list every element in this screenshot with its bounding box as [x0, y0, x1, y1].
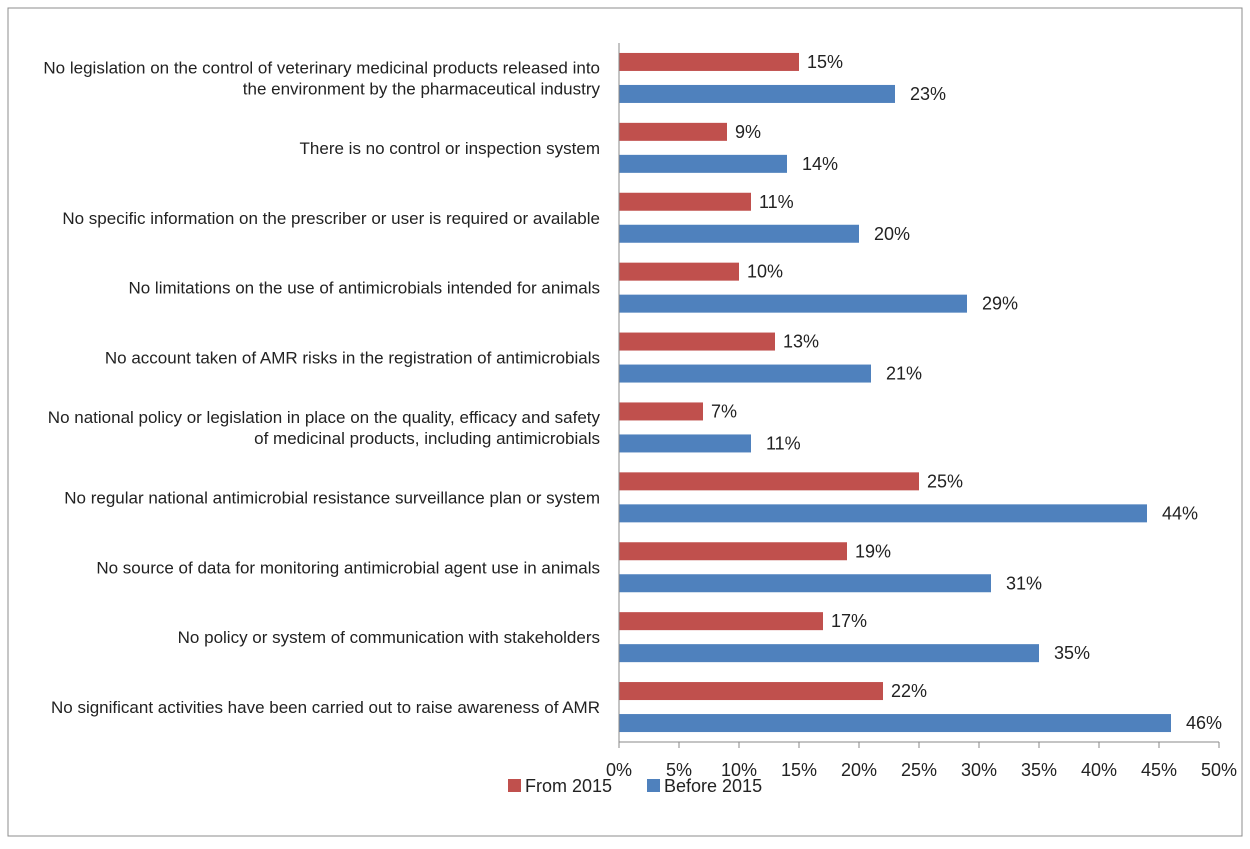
category-label-1-line-1: No legislation on the control of veterin…	[43, 58, 600, 77]
bar-before-2015-9	[619, 644, 1039, 663]
x-tick-label-7: 30%	[961, 760, 997, 780]
bar-from-2015-8	[619, 542, 847, 561]
x-tick-label-3: 10%	[721, 760, 757, 780]
x-tick-label-11: 50%	[1201, 760, 1237, 780]
value-label-before-2015-3: 20%	[874, 224, 910, 244]
category-label-6-line-2: of medicinal products, including antimic…	[254, 429, 600, 448]
category-label-4: No limitations on the use of antimicrobi…	[128, 279, 600, 298]
x-tick-label-10: 45%	[1141, 760, 1177, 780]
bar-from-2015-9	[619, 612, 823, 631]
value-label-before-2015-4: 29%	[982, 294, 1018, 314]
value-label-before-2015-1: 23%	[910, 84, 946, 104]
value-label-from-2015-3: 11%	[759, 192, 794, 212]
value-label-from-2015-7: 25%	[927, 471, 963, 491]
value-label-before-2015-2: 14%	[802, 154, 838, 174]
x-tick-label-9: 40%	[1081, 760, 1117, 780]
value-label-from-2015-5: 13%	[783, 332, 819, 352]
x-tick-label-5: 20%	[841, 760, 877, 780]
bar-before-2015-6	[619, 434, 751, 453]
legend-swatch-from-2015	[508, 779, 521, 792]
category-label-10: No significant activities have been carr…	[51, 698, 600, 717]
x-tick-label-2: 5%	[666, 760, 692, 780]
value-label-from-2015-9: 17%	[831, 611, 867, 631]
category-label-8: No source of data for monitoring antimic…	[96, 558, 600, 577]
category-label-5: No account taken of AMR risks in the reg…	[105, 349, 600, 368]
legend-swatch-before-2015	[647, 779, 660, 792]
x-tick-label-4: 15%	[781, 760, 817, 780]
value-label-before-2015-7: 44%	[1162, 503, 1198, 523]
value-label-before-2015-6: 11%	[766, 433, 801, 453]
bar-before-2015-7	[619, 504, 1147, 523]
category-label-3: No specific information on the prescribe…	[62, 209, 600, 228]
legend-label-before-2015: Before 2015	[664, 776, 762, 796]
value-label-before-2015-8: 31%	[1006, 573, 1042, 593]
x-tick-label-8: 35%	[1021, 760, 1057, 780]
value-label-from-2015-1: 15%	[807, 52, 843, 72]
value-label-before-2015-10: 46%	[1186, 713, 1222, 733]
bar-before-2015-10	[619, 714, 1171, 733]
value-label-before-2015-5: 21%	[886, 364, 922, 384]
legend-label-from-2015: From 2015	[525, 776, 612, 796]
value-label-from-2015-4: 10%	[747, 262, 783, 282]
bar-before-2015-5	[619, 364, 871, 383]
x-tick-label-6: 25%	[901, 760, 937, 780]
x-tick-label-1: 0%	[606, 760, 632, 780]
bar-from-2015-7	[619, 472, 919, 491]
bar-before-2015-2	[619, 154, 787, 173]
value-label-before-2015-9: 35%	[1054, 643, 1090, 663]
bar-from-2015-1	[619, 52, 799, 71]
bar-from-2015-2	[619, 122, 727, 141]
bar-before-2015-1	[619, 84, 895, 103]
bar-from-2015-3	[619, 192, 751, 211]
bar-before-2015-4	[619, 294, 967, 313]
bar-from-2015-5	[619, 332, 775, 351]
category-label-2: There is no control or inspection system	[300, 139, 600, 158]
category-label-7: No regular national antimicrobial resist…	[64, 488, 600, 507]
category-label-1-line-2: the environment by the pharmaceutical in…	[243, 79, 601, 98]
value-label-from-2015-8: 19%	[855, 541, 891, 561]
bar-before-2015-8	[619, 574, 991, 593]
category-label-6-line-1: No national policy or legislation in pla…	[48, 408, 601, 427]
value-label-from-2015-2: 9%	[735, 122, 761, 142]
bar-from-2015-4	[619, 262, 739, 281]
bar-from-2015-10	[619, 682, 883, 701]
bar-before-2015-3	[619, 224, 859, 243]
category-label-9: No policy or system of communication wit…	[178, 628, 600, 647]
value-label-from-2015-6: 7%	[711, 401, 737, 421]
bar-from-2015-6	[619, 402, 703, 421]
chart-border	[7, 7, 1243, 837]
value-label-from-2015-10: 22%	[891, 681, 927, 701]
